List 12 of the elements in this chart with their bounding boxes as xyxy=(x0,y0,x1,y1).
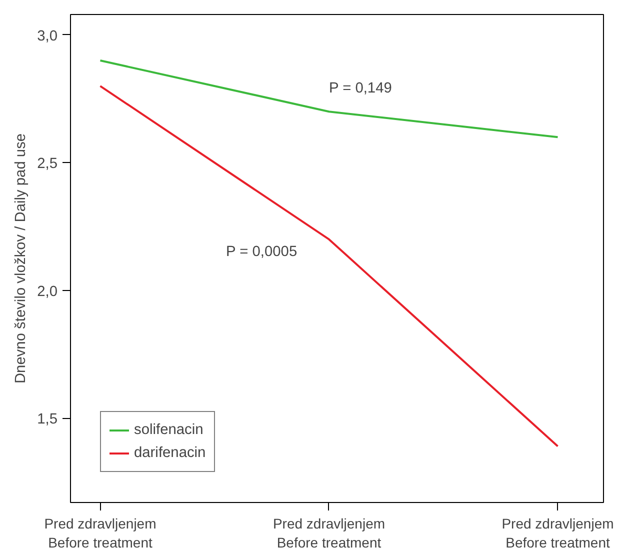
x-tick-label: Pred zdravljenjem Before treatment xyxy=(272,516,386,551)
legend-label: solifenacin xyxy=(134,422,204,438)
annotation: P = 0,149 xyxy=(328,80,392,96)
y-tick-label: 2,5 xyxy=(37,156,58,172)
y-tick-label: 2,0 xyxy=(37,284,58,300)
legend-label: darifenacin xyxy=(134,445,206,461)
x-tick-label: Pred zdravljenjem Before treatment xyxy=(502,516,614,551)
y-axis-title: Dnevno število vložkov / Daily pad use xyxy=(13,133,30,384)
y-tick-label: 1,5 xyxy=(37,412,58,428)
x-tick-label: Pred zdravljenjem Before treatment xyxy=(44,516,156,551)
y-tick-label: 3,0 xyxy=(37,28,58,44)
annotation: P = 0,0005 xyxy=(226,244,298,260)
